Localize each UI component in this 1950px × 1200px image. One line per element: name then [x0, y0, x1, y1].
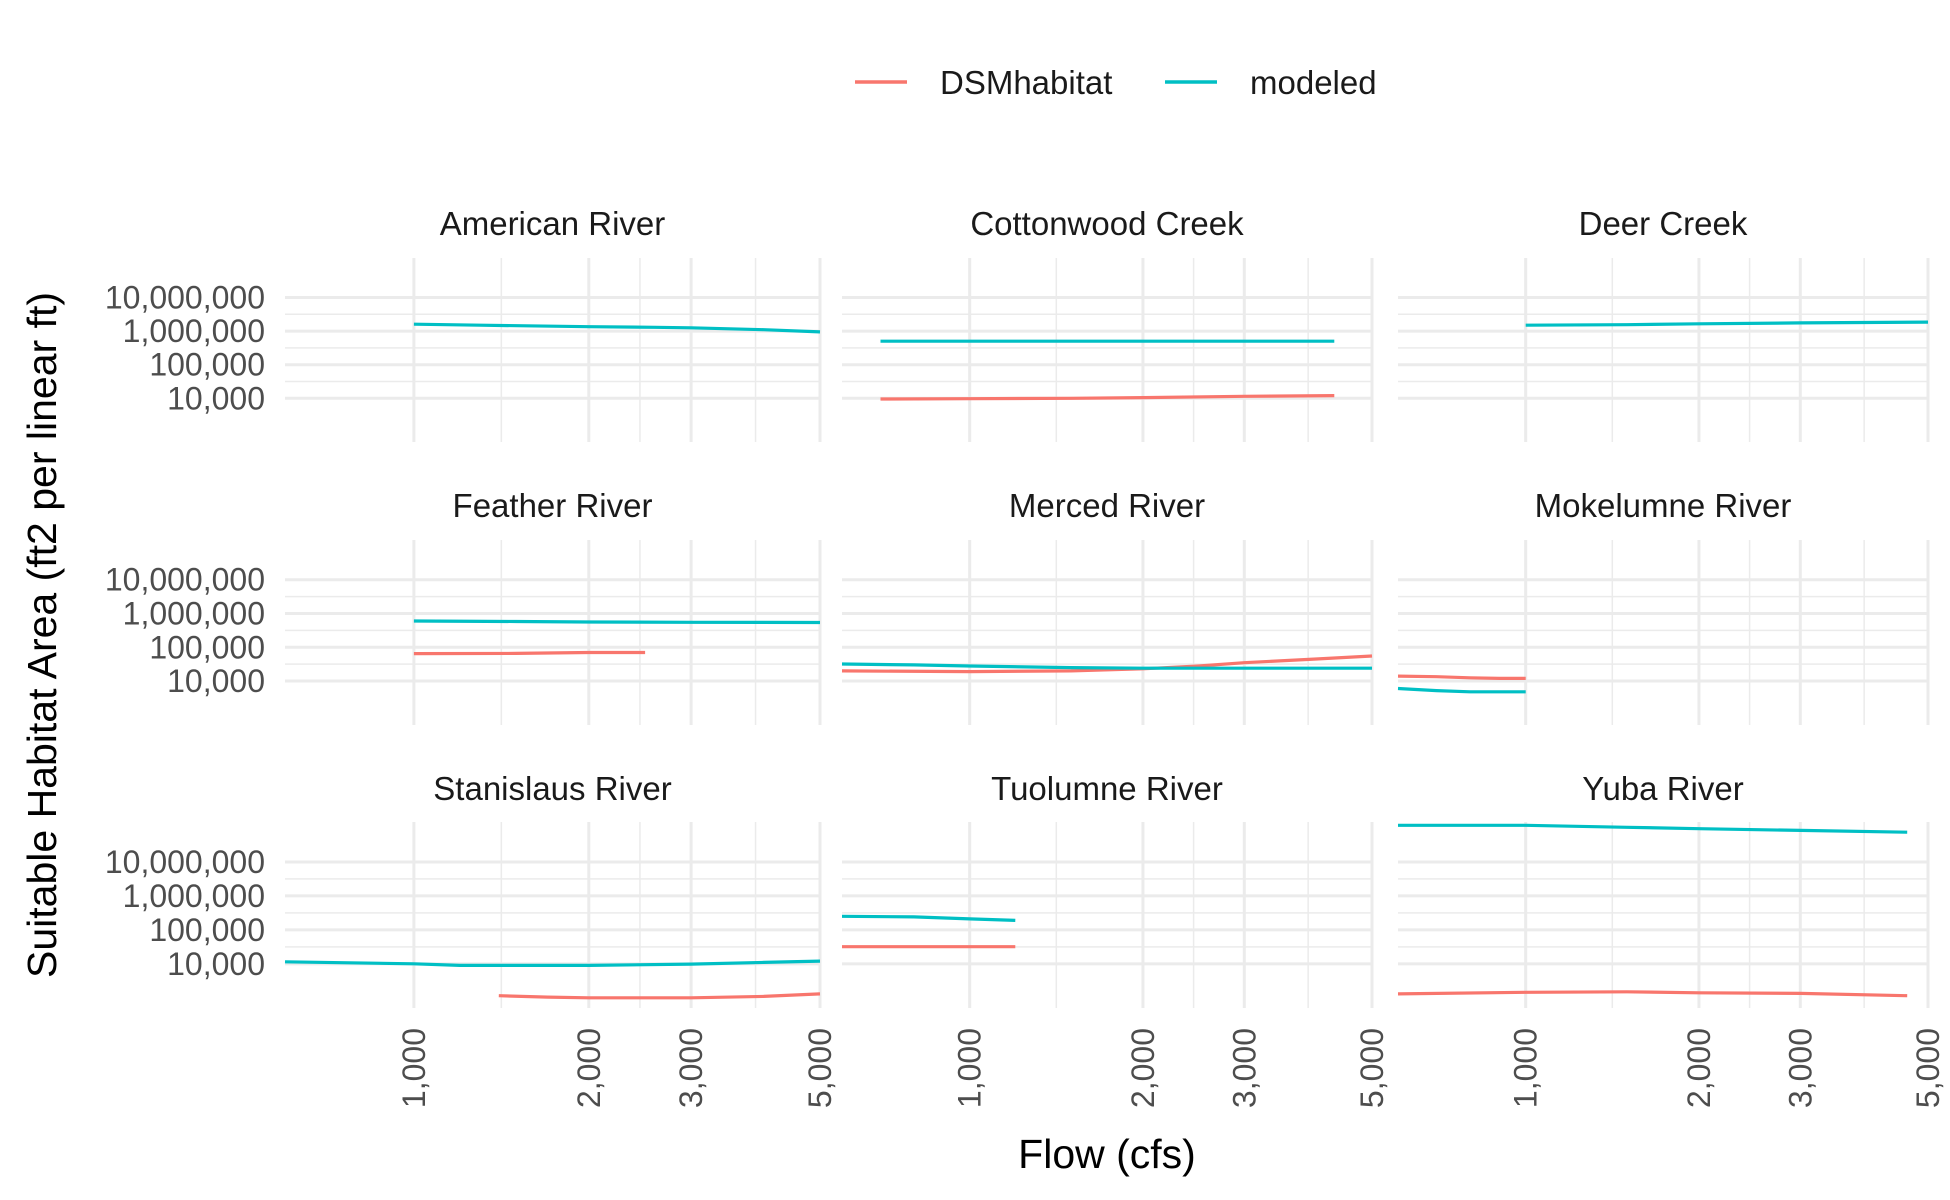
series-line-dsmhabitat — [413, 650, 646, 656]
y-tick-label: 100,000 — [149, 629, 265, 665]
series-line-dsmhabitat — [1397, 990, 1908, 998]
x-tick-label: 2,000 — [1681, 1028, 1717, 1108]
y-tick-label: 1,000,000 — [123, 596, 265, 632]
x-tick-label: 5,000 — [1910, 1028, 1946, 1108]
series-line-modeled — [1398, 823, 1908, 834]
series-line-modeled — [413, 322, 821, 334]
x-tick-label: 3,000 — [1782, 1028, 1818, 1108]
y-tick-label: 10,000,000 — [105, 562, 265, 598]
series-line-modeled — [841, 662, 1372, 670]
x-tick-label: 2,000 — [1125, 1028, 1161, 1108]
panel-title: Tuolumne River — [991, 770, 1223, 807]
series-line-dsmhabitat — [498, 992, 821, 1000]
y-tick-label: 10,000 — [167, 946, 265, 982]
x-tick-label: 1,000 — [952, 1028, 988, 1108]
panel-stanislaus-river: Stanislaus River 10,000100,0001,000,00010… — [105, 770, 838, 1108]
y-tick-label: 1,000,000 — [123, 313, 265, 349]
y-tick-label: 10,000 — [167, 380, 265, 416]
series-line-modeled — [841, 914, 1016, 922]
panel-yuba-river: Yuba River 1,000 2,000 3,000 5,000 — [1397, 770, 1946, 1108]
panel-title: Deer Creek — [1579, 205, 1748, 242]
panel-title: Cottonwood Creek — [970, 205, 1244, 242]
panel-title: Stanislaus River — [433, 770, 671, 807]
series-line-modeled — [284, 959, 821, 968]
panel-cottonwood-creek: Cottonwood Creek — [842, 205, 1374, 442]
x-axis-title: Flow (cfs) — [1018, 1131, 1196, 1177]
y-tick-label: 100,000 — [149, 912, 265, 948]
y-tick-label: 1,000,000 — [123, 878, 265, 914]
y-axis-title: Suitable Habitat Area (ft2 per linear ft… — [19, 292, 65, 978]
panel-title: American River — [440, 205, 666, 242]
series-line-modeled — [1397, 686, 1526, 694]
y-tick-label: 100,000 — [149, 347, 265, 383]
panel-title: Merced River — [1009, 487, 1205, 524]
legend-label-modeled: modeled — [1250, 64, 1377, 101]
panel-title: Mokelumne River — [1535, 487, 1792, 524]
legend: DSMhabitat modeled — [855, 64, 1377, 101]
y-tick-label: 10,000,000 — [105, 280, 265, 316]
series-line-dsmhabitat — [1397, 674, 1526, 681]
x-tick-label: 3,000 — [673, 1028, 709, 1108]
panel-tuolumne-river: Tuolumne River 1,000 2,000 3,000 5,000 — [841, 770, 1390, 1108]
panel-deer-creek: Deer Creek — [1398, 205, 1930, 442]
x-tick-label: 1,000 — [1508, 1028, 1544, 1108]
legend-label-dsmhabitat: DSMhabitat — [940, 64, 1112, 101]
x-tick-label: 2,000 — [571, 1028, 607, 1108]
panel-title: Feather River — [453, 487, 653, 524]
panel-american-river: American River 10,000100,0001,000,00010,0… — [105, 205, 822, 442]
panel-mokelumne-river: Mokelumne River — [1397, 487, 1930, 725]
x-tick-label: 3,000 — [1226, 1028, 1262, 1108]
x-tick-label: 5,000 — [1354, 1028, 1390, 1108]
y-tick-label: 10,000 — [167, 663, 265, 699]
series-line-modeled — [413, 619, 821, 625]
panel-merced-river: Merced River — [841, 487, 1374, 725]
panel-title: Yuba River — [1582, 770, 1743, 807]
y-tick-label: 10,000,000 — [105, 844, 265, 880]
panel-feather-river: Feather River 10,000100,0001,000,00010,00… — [105, 487, 822, 725]
series-line-modeled — [1525, 320, 1929, 327]
x-tick-label: 5,000 — [802, 1028, 838, 1108]
series-line-dsmhabitat — [880, 394, 1335, 401]
x-tick-label: 1,000 — [396, 1028, 432, 1108]
